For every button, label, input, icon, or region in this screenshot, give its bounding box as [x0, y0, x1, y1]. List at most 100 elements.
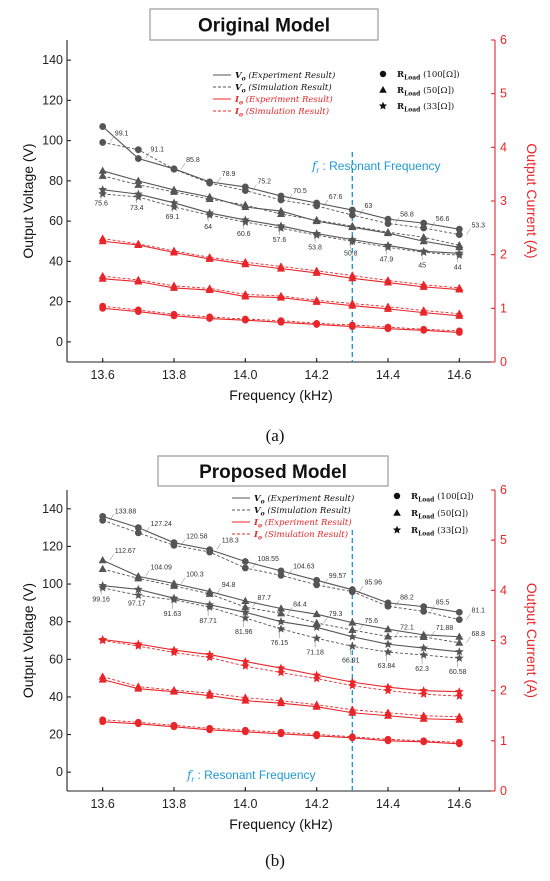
- data-point: [98, 672, 107, 680]
- y-tick-label: 100: [42, 134, 63, 148]
- data-point: [455, 231, 463, 239]
- data-point: [312, 674, 322, 683]
- data-label: 87.7: [257, 595, 271, 602]
- data-point: [206, 179, 214, 187]
- y-axis-title: Output Voltage (V): [20, 583, 36, 698]
- data-label-leader: [145, 152, 150, 159]
- data-label: 64: [204, 224, 212, 231]
- data-label: 60.6: [237, 231, 251, 238]
- data-point: [98, 583, 108, 592]
- data-point: [205, 284, 214, 292]
- data-label: 91.1: [150, 147, 164, 154]
- data-label-leader: [394, 600, 400, 607]
- data-label: 85.5: [436, 599, 450, 606]
- data-label-leader: [252, 561, 257, 569]
- y2-tick-label: 0: [500, 355, 507, 369]
- data-point: [454, 647, 464, 656]
- data-point: [455, 738, 463, 746]
- data-label: 63.84: [378, 663, 396, 670]
- data-label: 71.88: [436, 625, 454, 632]
- data-point: [169, 198, 179, 207]
- data-point: [419, 306, 428, 314]
- data-point: [348, 705, 357, 713]
- data-label-leader: [216, 587, 222, 594]
- data-point: [383, 632, 393, 640]
- data-label: 81.96: [235, 629, 253, 636]
- data-label-leader: [359, 623, 364, 631]
- data-point: [241, 315, 249, 323]
- data-label: 99.1: [115, 130, 129, 137]
- data-point: [347, 641, 357, 651]
- data-label: 78.9: [222, 171, 236, 178]
- data-point: [169, 187, 179, 195]
- data-point: [276, 262, 286, 270]
- data-point: [134, 718, 142, 726]
- data-point: [133, 641, 143, 650]
- data-point: [276, 609, 286, 617]
- data-label: 73.4: [130, 205, 144, 212]
- data-label: 72.1: [400, 625, 414, 632]
- data-label: 81.1: [471, 608, 485, 615]
- data-point: [99, 139, 107, 146]
- data-point: [169, 647, 179, 657]
- data-point: [276, 291, 286, 299]
- panel-b: Proposed Model 0 20 40 60 80 100 120 140 0 1 2 3 4 5 6 1…: [20, 455, 540, 832]
- data-point: [276, 696, 286, 704]
- data-point: [241, 558, 249, 565]
- y2-tick-label: 2: [500, 248, 507, 262]
- data-point: [99, 516, 107, 524]
- data-point: [277, 728, 285, 736]
- data-point: [383, 276, 393, 284]
- data-label-leader: [359, 585, 364, 592]
- data-point: [99, 716, 107, 724]
- legend-item-label: Vo (Simulation Result): [235, 82, 332, 95]
- data-point: [277, 317, 285, 325]
- data-label-leader: [216, 176, 222, 184]
- chart-title-box: [149, 8, 379, 41]
- data-label: 88.2: [400, 594, 414, 601]
- data-label-leader: [180, 163, 186, 170]
- y2-tick-label: 1: [500, 734, 507, 748]
- y-tick-label: 20: [49, 728, 63, 742]
- data-label: 57.6: [273, 237, 287, 244]
- data-point: [241, 564, 249, 572]
- data-label: 85.8: [186, 157, 200, 164]
- data-point: [383, 708, 393, 716]
- y2-tick-label: 4: [500, 583, 507, 597]
- data-point: [384, 220, 392, 227]
- data-point: [383, 639, 393, 648]
- data-point: [98, 166, 107, 174]
- data-label: 75.6: [94, 201, 108, 208]
- legend-marker: [378, 101, 388, 110]
- data-label: 68.8: [471, 631, 485, 638]
- data-label: 99.16: [92, 597, 110, 604]
- data-point: [455, 616, 463, 624]
- data-point: [205, 194, 214, 202]
- y2-tick-label: 4: [500, 140, 507, 154]
- data-label-leader: [466, 613, 471, 620]
- data-point: [205, 602, 215, 611]
- data-label-leader: [180, 577, 186, 584]
- y-tick-label: 140: [42, 53, 63, 67]
- x-tick-label: 13.6: [90, 368, 114, 382]
- x-tick-label: 14.4: [376, 797, 400, 811]
- data-point: [348, 625, 357, 633]
- legend-marker-label: RLoad (50[Ω]): [411, 508, 468, 521]
- data-point: [454, 653, 464, 662]
- data-point: [241, 602, 250, 611]
- data-point: [312, 700, 321, 708]
- x-axis-title: Frequency (kHz): [229, 816, 332, 832]
- data-point: [348, 206, 356, 214]
- data-point: [134, 529, 142, 537]
- data-point: [455, 241, 464, 249]
- data-point: [348, 618, 357, 626]
- data-point: [420, 607, 428, 615]
- data-point: [312, 266, 321, 274]
- legend-marker: [379, 86, 387, 93]
- data-label-leader: [180, 539, 186, 546]
- data-point: [169, 595, 179, 604]
- data-point: [419, 689, 429, 698]
- data-label: 50.8: [344, 251, 358, 258]
- data-point: [98, 171, 107, 179]
- data-point: [133, 590, 143, 600]
